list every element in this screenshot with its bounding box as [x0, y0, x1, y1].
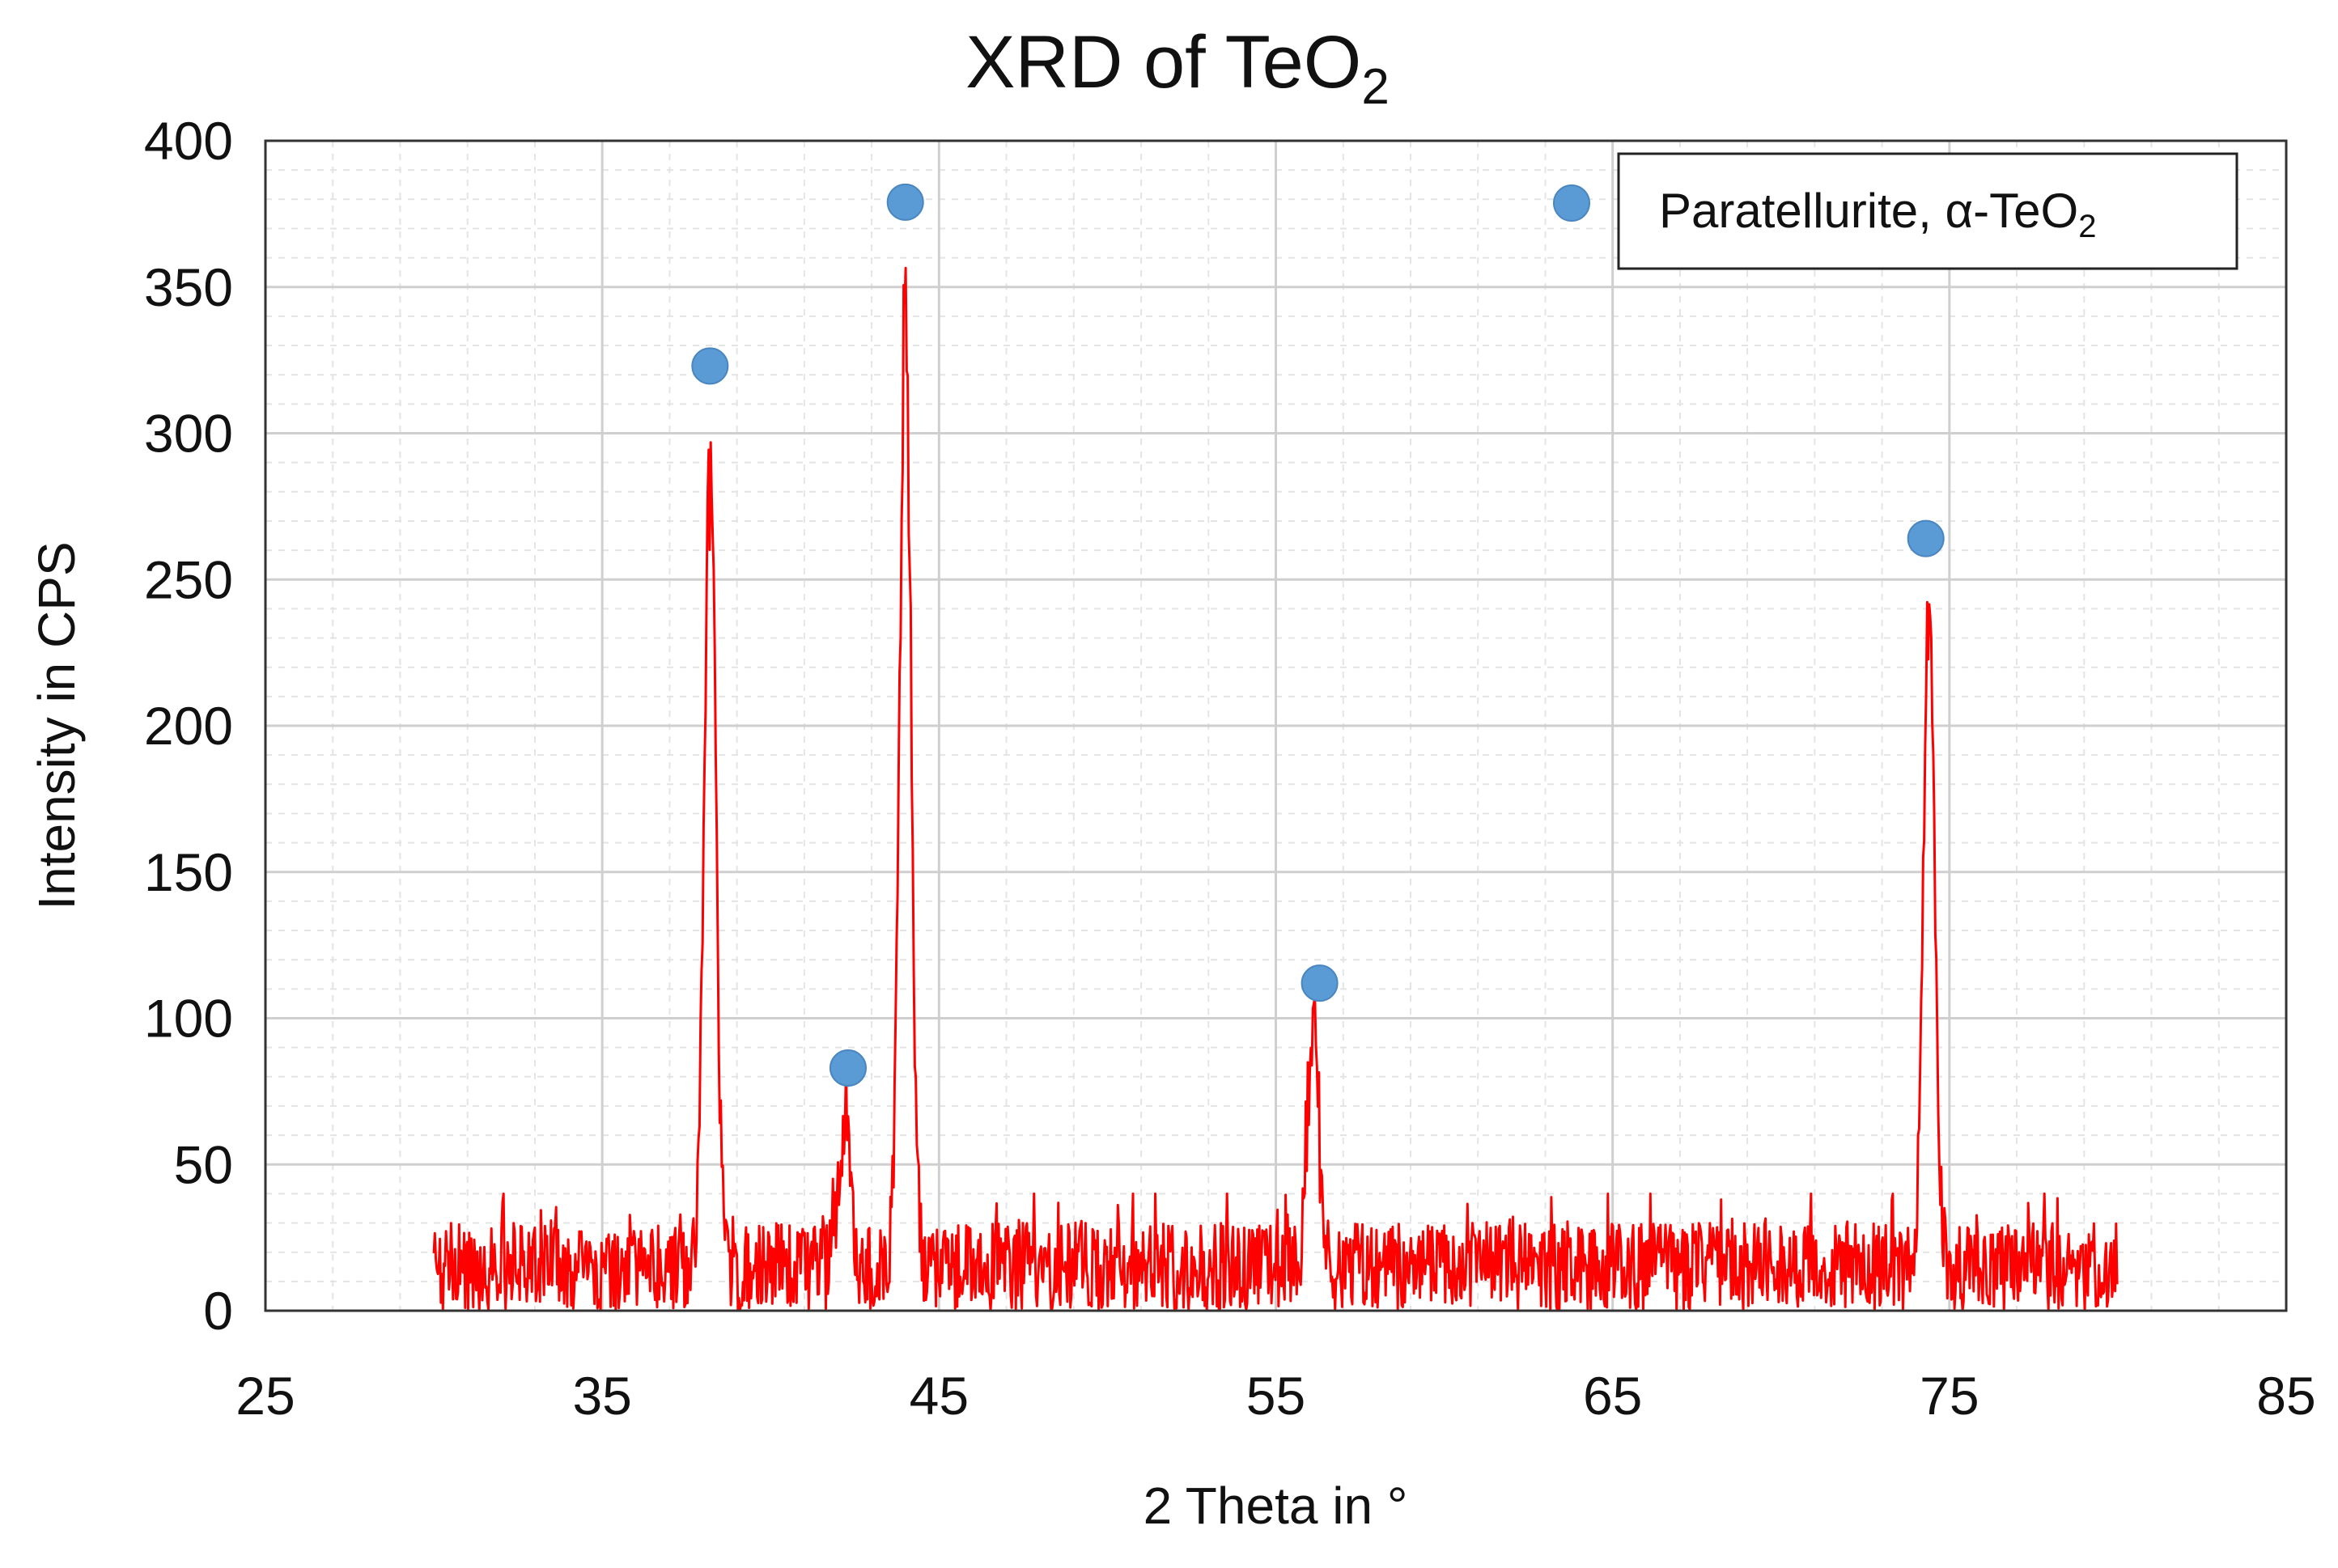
x-tick-label: 75 [1920, 1366, 1979, 1426]
plot-area-border [264, 139, 2288, 1312]
xrd-pattern-line [432, 266, 2119, 1312]
y-tick-label: 50 [174, 1134, 233, 1194]
paratellurite-marker [829, 1049, 867, 1087]
x-axis-label: 2 Theta in ° [1144, 1477, 1408, 1535]
x-tick-label: 85 [2256, 1366, 2315, 1426]
paratellurite-marker [691, 347, 729, 385]
legend-label: Paratellurite, α-TeO2 [1659, 184, 2096, 244]
y-tick-label: 200 [144, 696, 233, 756]
major-gridlines [265, 139, 2286, 1311]
x-tick-label: 55 [1246, 1366, 1305, 1426]
chart-title: XRD of TeO2 [965, 21, 1390, 115]
legend: Paratellurite, α-TeO2 [1553, 152, 2238, 270]
x-tick-label: 25 [235, 1366, 295, 1426]
legend-marker [1553, 184, 1590, 222]
y-tick-label: 400 [144, 111, 233, 171]
x-tick-label: 65 [1583, 1366, 1642, 1426]
x-tick-label: 35 [572, 1366, 631, 1426]
y-axis-ticks: 0 50 100 150 200 250 300 350 400 [144, 111, 233, 1341]
y-tick-label: 350 [144, 257, 233, 317]
x-tick-label: 45 [910, 1366, 969, 1426]
y-tick-label: 250 [144, 549, 233, 609]
paratellurite-marker [886, 183, 924, 221]
x-axis-ticks: 25 35 45 55 65 75 85 [235, 1366, 2315, 1426]
xrd-series-path [432, 266, 2119, 1312]
y-tick-label: 100 [144, 989, 233, 1049]
y-tick-label: 300 [144, 404, 233, 464]
y-tick-label: 0 [203, 1281, 233, 1341]
paratellurite-markers [691, 183, 1945, 1087]
y-tick-label: 150 [144, 842, 233, 902]
paratellurite-marker [1301, 964, 1339, 1002]
paratellurite-marker [1907, 519, 1945, 557]
legend-box [1617, 152, 2238, 270]
y-axis-label: Intensity in CPS [28, 541, 86, 909]
